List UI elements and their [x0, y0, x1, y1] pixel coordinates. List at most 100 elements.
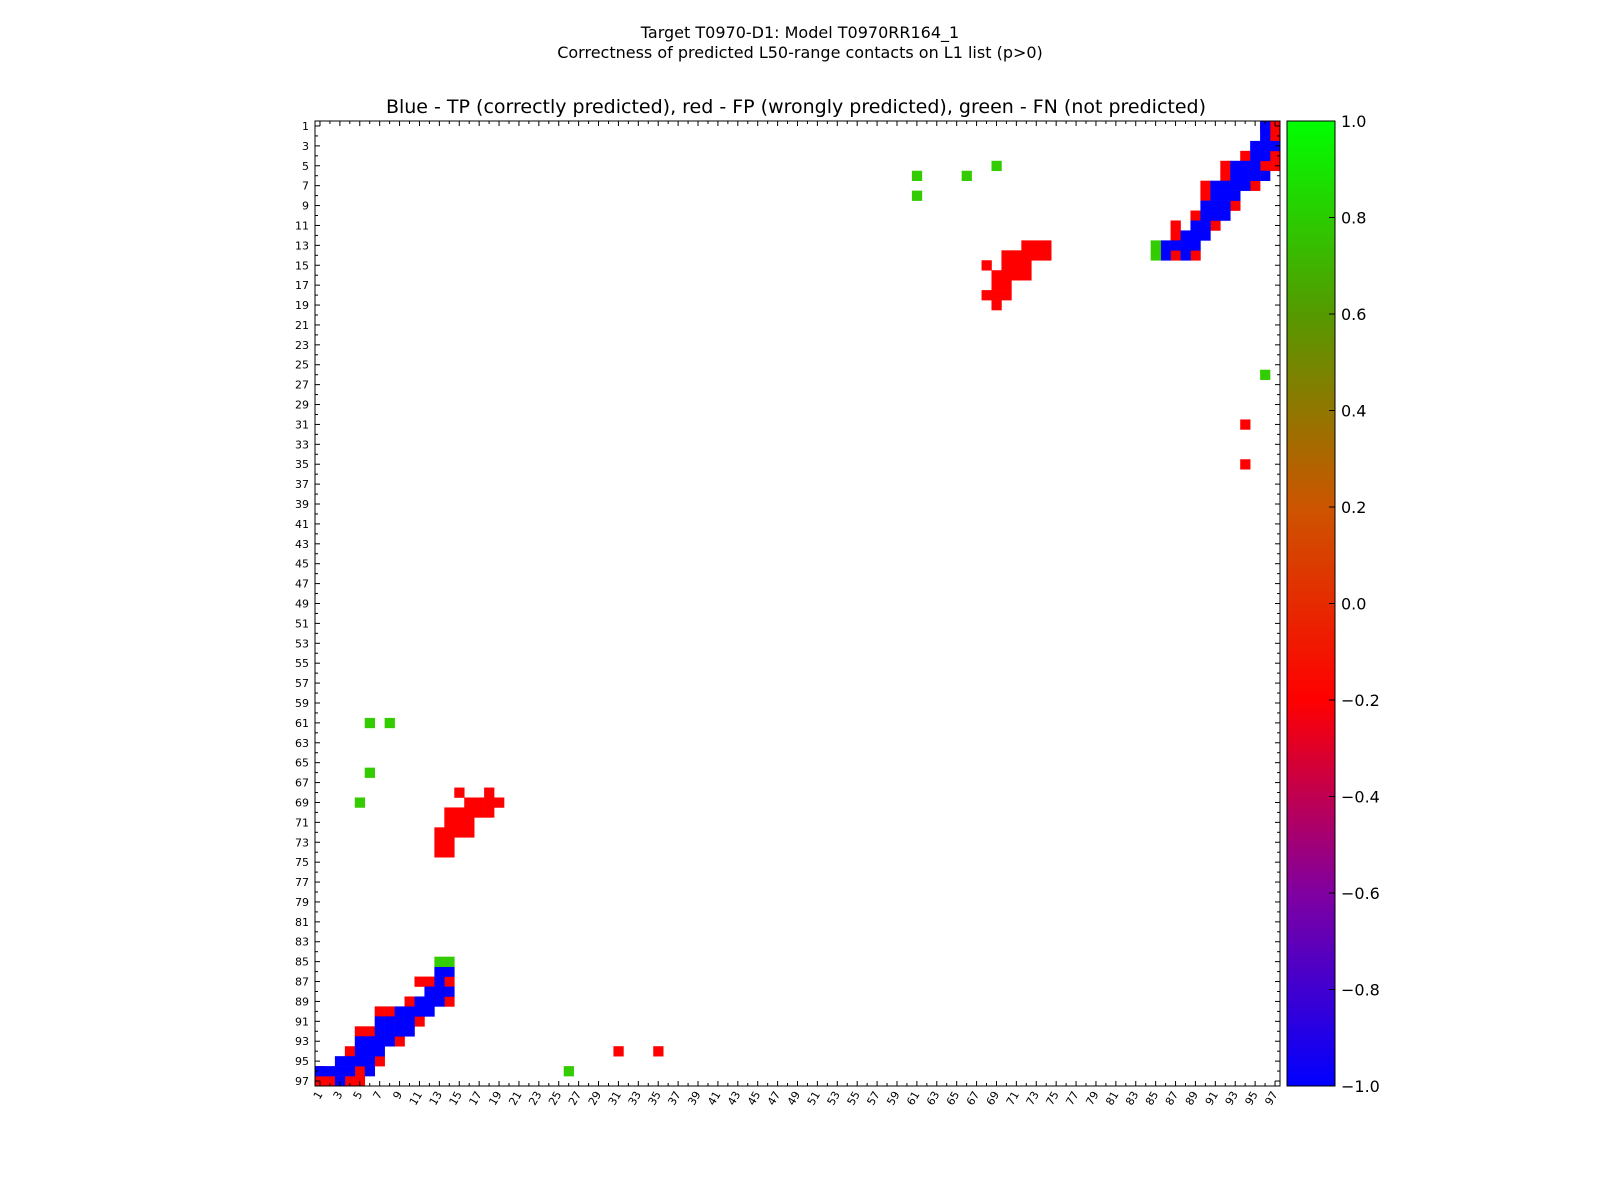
y-tick-label: 31	[295, 418, 309, 431]
contact-cell-fp	[1220, 160, 1231, 172]
y-tick-label: 19	[295, 299, 309, 312]
contact-cell-tp	[434, 986, 445, 997]
contact-cell-tp	[1220, 210, 1231, 221]
contact-cell-fp	[613, 1046, 624, 1057]
y-tick-label: 45	[295, 558, 309, 571]
y-tick-label: 85	[295, 956, 309, 969]
contact-cell-fp	[1021, 240, 1032, 251]
y-tick-label: 69	[295, 796, 309, 809]
y-tick-label: 55	[295, 657, 309, 670]
contact-cell-tp	[1160, 240, 1171, 251]
contact-cell-fp	[474, 797, 485, 808]
x-tick-label: 1	[311, 1089, 326, 1102]
contact-cell-fp	[981, 260, 992, 271]
x-tick-label: 83	[1123, 1089, 1141, 1108]
y-tick-label: 47	[295, 578, 309, 591]
y-tick-label: 37	[295, 478, 309, 491]
contact-cell-fp	[494, 797, 505, 808]
contact-cell-tp	[424, 1006, 435, 1017]
contact-cell-fp	[414, 976, 425, 987]
x-tick-label: 81	[1103, 1089, 1121, 1108]
contact-cell-fp	[464, 817, 475, 828]
y-tick-label: 27	[295, 379, 309, 392]
y-tick-label: 33	[295, 438, 309, 451]
x-tick-label: 27	[566, 1089, 584, 1108]
y-tick-label: 77	[295, 876, 309, 889]
contact-cell-fp	[424, 976, 435, 987]
contact-cell-fn	[354, 797, 366, 808]
x-tick-label: 59	[884, 1089, 902, 1108]
contact-cell-tp	[394, 1016, 405, 1027]
contact-cell-fp	[1170, 230, 1181, 241]
contact-cell-fn	[911, 170, 923, 181]
contact-cell-fp	[444, 827, 455, 838]
contact-cell-fp	[434, 827, 445, 838]
x-tick-label: 5	[351, 1089, 366, 1102]
contact-cell-fp	[1240, 419, 1251, 430]
colorbar: 1.0 0.8 0.6 0.4 0.2 0.0 −0.2 −0.4 −0.6 −0.8 −1.0	[1286, 112, 1380, 1096]
y-tick-label: 3	[302, 140, 309, 153]
contact-cell-tp	[334, 1066, 346, 1077]
contact-cell-fp	[444, 817, 455, 828]
x-tick-label: 13	[427, 1089, 445, 1108]
contact-cell-fp	[394, 1036, 405, 1047]
x-tick-label: 63	[924, 1089, 942, 1108]
contact-cell-fp	[991, 300, 1002, 311]
x-tick-label: 65	[944, 1089, 962, 1108]
contact-cell-tp	[1200, 210, 1211, 221]
y-tick-label: 97	[295, 1075, 309, 1088]
contact-cell-tp	[394, 1026, 405, 1037]
contact-cell-fp	[981, 290, 992, 301]
x-tick-label: 7	[371, 1089, 386, 1102]
x-tick-label: 29	[586, 1089, 604, 1108]
contact-cell-tp	[1230, 190, 1241, 201]
x-tick-label: 19	[486, 1089, 504, 1108]
contact-cell-tp	[1260, 140, 1271, 152]
y-tick-label: 15	[295, 259, 309, 272]
contact-cell-fp	[484, 807, 495, 818]
contact-cell-tp	[1200, 230, 1211, 241]
heatmap-ticks: 1357911131517192123252729313335373941434…	[295, 120, 1281, 1108]
y-tick-label: 95	[295, 1055, 309, 1068]
contact-cell-tp	[344, 1066, 356, 1077]
y-tick-label: 67	[295, 777, 309, 790]
contact-cell-fp	[1240, 459, 1251, 470]
contact-cell-tp	[1200, 220, 1211, 231]
contact-cell-tp	[315, 1066, 326, 1077]
x-tick-label: 55	[845, 1089, 863, 1108]
x-tick-label: 37	[665, 1089, 683, 1108]
contact-cell-fp	[1270, 130, 1281, 142]
contact-cell-tp	[364, 1066, 375, 1077]
contact-cell-tp	[364, 1036, 375, 1047]
contact-cell-fp	[1001, 270, 1012, 281]
contact-cell-fp	[434, 847, 445, 858]
contact-cell-tp	[394, 1006, 405, 1017]
contact-cell-fp	[1210, 220, 1221, 231]
colorbar-tick-label: 0.0	[1341, 595, 1366, 614]
figure-title-line2: Correctness of predicted L50-range conta…	[557, 43, 1043, 62]
contact-cell-fp	[374, 1006, 385, 1017]
contact-cell-tp	[1240, 160, 1251, 172]
contact-cell-tp	[374, 1046, 385, 1057]
contact-cell-tp	[1250, 160, 1261, 172]
contact-cell-fp	[1240, 150, 1251, 162]
x-tick-label: 75	[1043, 1089, 1061, 1108]
x-tick-label: 43	[725, 1089, 743, 1108]
contact-cell-fp	[1041, 250, 1052, 261]
contact-cell-fp	[1260, 160, 1271, 172]
y-tick-label: 11	[295, 219, 309, 232]
contact-cell-fp	[364, 1026, 375, 1037]
heatmap-plot-area: 1357911131517192123252729313335373941434…	[295, 120, 1281, 1108]
contact-cell-fp	[464, 827, 475, 838]
contact-cell-tp	[414, 1006, 425, 1017]
contact-cell-tp	[1210, 180, 1221, 191]
x-tick-label: 15	[447, 1089, 465, 1108]
contact-cell-tp	[1190, 240, 1201, 251]
y-tick-label: 35	[295, 458, 309, 471]
y-tick-label: 25	[295, 359, 309, 372]
contact-cell-fp	[384, 1006, 395, 1017]
contact-cell-tp	[1190, 220, 1201, 231]
contact-cell-fp	[444, 847, 455, 858]
contact-cell-tp	[384, 1016, 395, 1027]
